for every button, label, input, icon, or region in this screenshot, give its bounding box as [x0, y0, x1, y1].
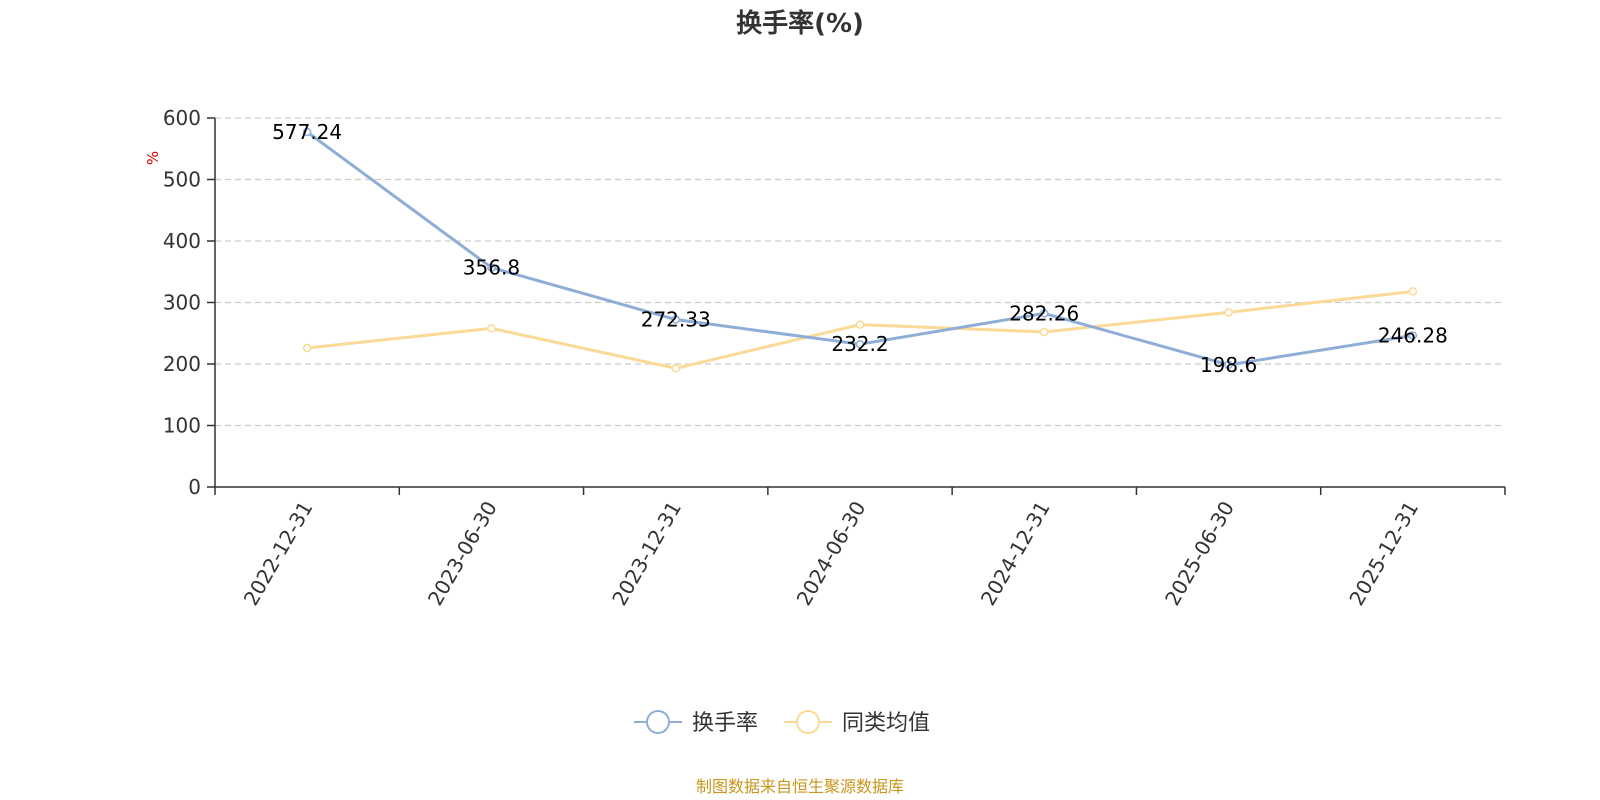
data-point: [1408, 287, 1418, 296]
y-tick-label: 300: [163, 291, 201, 315]
y-tick-label: 500: [163, 168, 201, 192]
grid-lines: [215, 117, 1505, 427]
legend-label: 同类均值: [842, 711, 930, 736]
data-point: [671, 315, 680, 324]
x-tick-label: 2022-12-31: [239, 497, 318, 610]
legend-marker: [796, 710, 820, 734]
data-point: [1040, 309, 1049, 318]
data-label: 356.8: [463, 256, 520, 280]
x-tick-label: 2023-06-30: [423, 497, 502, 610]
axes: 0 100 200 300 400 500 600 2022-12-31 2023-06-30 2…: [163, 106, 1506, 610]
chart-title: 换手率(%): [736, 8, 864, 39]
legend-marker: [646, 710, 670, 734]
y-tick-label: 600: [163, 106, 201, 130]
data-source-note: 制图数据来自恒生聚源数据库: [696, 777, 904, 796]
y-tick-label: 0: [188, 475, 201, 499]
data-point: [1224, 308, 1233, 317]
x-tick-label: 2024-06-30: [791, 497, 870, 610]
data-point: [855, 320, 865, 329]
data-point: [1040, 327, 1049, 337]
data-point: [855, 339, 865, 349]
y-tick-label: 200: [163, 352, 201, 376]
data-label: 246.28: [1378, 324, 1448, 348]
y-tick-label: 400: [163, 229, 201, 253]
legend[interactable]: 换手率 同类均值: [634, 710, 930, 736]
data-point: [487, 324, 496, 333]
data-point: [302, 343, 312, 353]
data-point: [1224, 360, 1233, 370]
data-label: 577.24: [272, 120, 342, 144]
data-label: 272.33: [641, 308, 711, 332]
data-point: [1408, 331, 1418, 340]
data-label: 198.6: [1200, 353, 1257, 377]
x-tick-label: 2025-12-31: [1344, 497, 1423, 610]
data-point: [487, 263, 496, 272]
x-tick-label: 2025-06-30: [1160, 497, 1239, 610]
y-tick-label: 100: [163, 414, 201, 438]
data-point: [671, 364, 680, 373]
legend-label: 换手率: [692, 711, 758, 736]
y-axis-unit-label: %: [144, 151, 162, 165]
series-layer: [302, 127, 1418, 373]
data-label: 232.2: [831, 332, 888, 356]
x-tick-label: 2024-12-31: [976, 497, 1055, 610]
data-label: 282.26: [1009, 301, 1079, 325]
data-labels: 577.24 356.8 272.33 232.2 282.26 198.6 246.28: [272, 120, 1448, 377]
data-point: [302, 127, 312, 137]
x-tick-label: 2023-12-31: [607, 497, 686, 610]
